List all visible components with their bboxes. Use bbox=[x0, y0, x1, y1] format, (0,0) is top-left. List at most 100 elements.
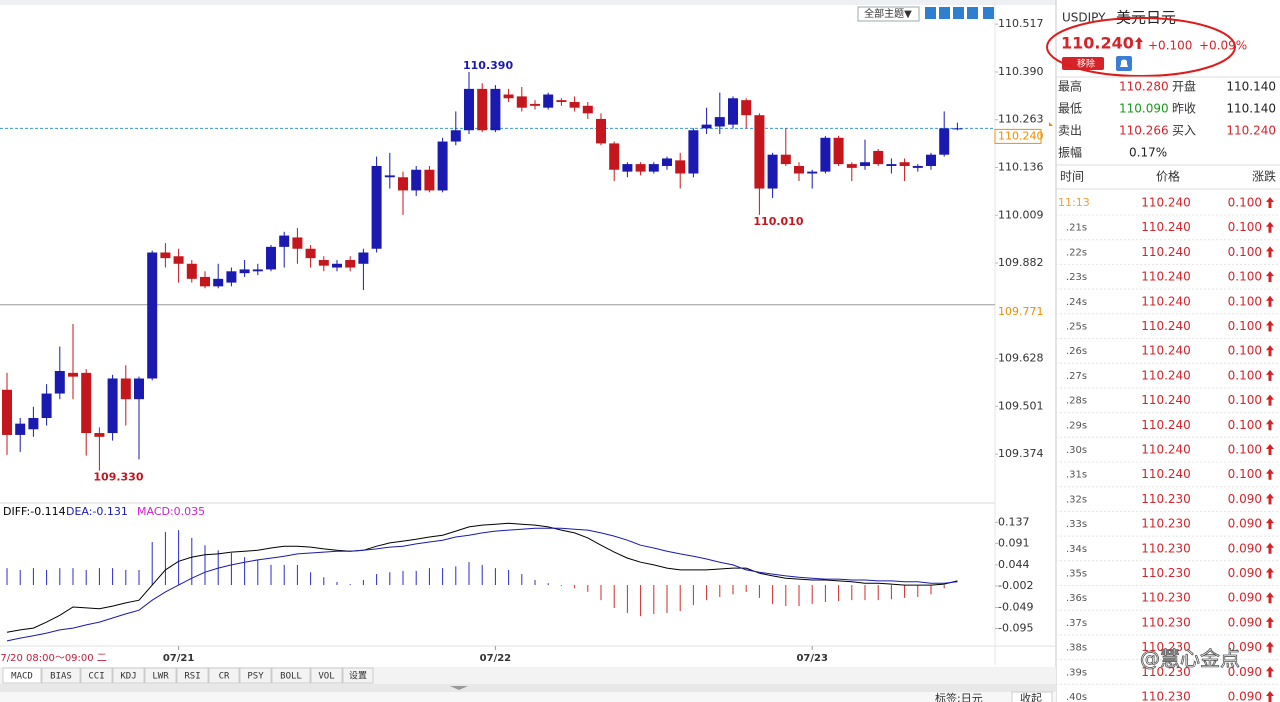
tick-change: 0.090 bbox=[1228, 615, 1262, 629]
tick-price: 110.230 bbox=[1141, 591, 1191, 605]
tick-change: 0.100 bbox=[1228, 443, 1262, 457]
tick-price: 110.240 bbox=[1141, 344, 1191, 358]
indicator-tab[interactable] bbox=[112, 667, 145, 684]
candle-body bbox=[926, 154, 936, 166]
toolbar-icons bbox=[925, 7, 994, 19]
footer-tag[interactable]: 标签:日元 bbox=[935, 691, 983, 702]
indicator-tab-label[interactable]: MACD bbox=[11, 672, 33, 682]
candle-body bbox=[635, 164, 646, 172]
y-tick-label: 110.517 bbox=[998, 17, 1044, 30]
indicator-tab[interactable] bbox=[41, 667, 81, 684]
candle-body bbox=[226, 271, 237, 283]
tick-price: 110.240 bbox=[1141, 368, 1191, 382]
tick-time: .28s bbox=[1066, 396, 1087, 407]
candle-body bbox=[134, 378, 144, 400]
theme-button[interactable] bbox=[857, 6, 920, 22]
theme-button-label[interactable]: 全部主题▼ bbox=[864, 7, 912, 20]
collapse-label[interactable]: 收起 bbox=[1020, 691, 1042, 702]
up-arrow bbox=[1266, 444, 1274, 455]
candle-body bbox=[68, 372, 78, 377]
icon[interactable] bbox=[983, 7, 994, 19]
scroll-arrow[interactable] bbox=[450, 686, 468, 690]
indicator-tab[interactable] bbox=[208, 667, 240, 684]
change: +0.100 bbox=[1148, 39, 1192, 53]
tick-price: 110.240 bbox=[1141, 270, 1191, 284]
stat-value: 110.090 bbox=[1119, 102, 1169, 116]
indicator-tab[interactable] bbox=[144, 667, 177, 684]
candle-body bbox=[767, 154, 778, 189]
indicator-tab[interactable] bbox=[2, 667, 42, 684]
tick-change: 0.090 bbox=[1228, 591, 1262, 605]
tick-time: .25s bbox=[1066, 322, 1087, 333]
indicator-tab-label[interactable]: CR bbox=[219, 672, 230, 682]
tick-time: .32s bbox=[1066, 494, 1087, 505]
indicator-tab-label[interactable]: BIAS bbox=[50, 672, 72, 682]
candle-body bbox=[582, 105, 593, 114]
candle-body bbox=[912, 165, 923, 168]
up-arrow bbox=[1266, 468, 1274, 480]
up-arrow bbox=[1266, 666, 1274, 678]
tick-time: .31s bbox=[1066, 470, 1087, 481]
indicator-tab[interactable] bbox=[80, 667, 113, 684]
candle-body bbox=[807, 171, 818, 174]
tick-time: .34s bbox=[1066, 544, 1087, 555]
up-arrow bbox=[1266, 641, 1274, 653]
tick-price: 110.230 bbox=[1141, 517, 1191, 531]
indicator-tab-label[interactable]: LWR bbox=[152, 672, 169, 682]
y-tick-label: 109.374 bbox=[998, 447, 1044, 460]
indicator-tab-label[interactable]: VOL bbox=[318, 672, 334, 682]
icon[interactable] bbox=[939, 7, 950, 19]
candle-body bbox=[952, 128, 963, 130]
y-tick-label: 0.044 bbox=[998, 558, 1030, 571]
up-arrow bbox=[1266, 320, 1274, 332]
tick-change: 0.100 bbox=[1228, 418, 1262, 432]
candle-body bbox=[490, 88, 501, 131]
indicator-tab[interactable] bbox=[271, 667, 311, 684]
candle-body bbox=[569, 102, 580, 108]
candle-body bbox=[846, 164, 857, 168]
indicator-tab-label[interactable]: 设置 bbox=[349, 671, 367, 682]
indicator-tab[interactable] bbox=[176, 667, 209, 684]
up-arrow bbox=[1266, 419, 1274, 431]
y-tick-label: 110.263 bbox=[998, 113, 1044, 126]
indicator-tab-label[interactable]: RSI bbox=[184, 672, 200, 682]
indicator-tab-label[interactable]: KDJ bbox=[120, 672, 136, 682]
indicator-tab[interactable] bbox=[239, 667, 272, 684]
stat-value: 110.140 bbox=[1226, 80, 1276, 94]
candle-body bbox=[213, 278, 224, 287]
tick-change: 0.100 bbox=[1228, 393, 1262, 407]
up-arrow bbox=[1135, 37, 1143, 49]
y-tick-label: 109.501 bbox=[998, 399, 1044, 412]
tick-price: 110.230 bbox=[1141, 640, 1191, 654]
tick-time: .36s bbox=[1066, 593, 1087, 604]
candle-body bbox=[186, 263, 197, 279]
icon[interactable] bbox=[953, 7, 964, 19]
tick-change: 0.100 bbox=[1228, 294, 1262, 308]
scroll-bar bbox=[0, 684, 1056, 692]
candle-body bbox=[860, 162, 870, 166]
price-marker bbox=[1049, 122, 1053, 126]
indicator-tab[interactable] bbox=[342, 667, 374, 684]
indicator-tab-label[interactable]: PSY bbox=[247, 672, 264, 682]
candle-body bbox=[596, 118, 606, 144]
extreme-label: 110.390 bbox=[463, 59, 513, 72]
remove-label[interactable]: 移除 bbox=[1077, 58, 1095, 70]
candle-body bbox=[648, 164, 659, 172]
collapse-button[interactable] bbox=[1011, 691, 1053, 702]
indicator-value: DIFF:-0.114 bbox=[3, 505, 66, 518]
candle-body bbox=[41, 393, 52, 418]
y-tick-label: 110.136 bbox=[998, 160, 1044, 173]
hover-label: 07/20 08:00～09:00 二 bbox=[0, 653, 107, 664]
tick-change: 0.100 bbox=[1228, 245, 1262, 259]
candle-body bbox=[675, 160, 686, 174]
icon[interactable] bbox=[925, 7, 936, 19]
icon[interactable] bbox=[967, 7, 978, 19]
indicator-tab-label[interactable]: CCI bbox=[88, 672, 104, 682]
tick-change: 0.090 bbox=[1228, 640, 1262, 654]
y-tick-label: 109.628 bbox=[998, 352, 1044, 365]
indicator-tab-label[interactable]: BOLL bbox=[280, 672, 302, 682]
candle-body bbox=[714, 117, 725, 127]
tick-change: 0.090 bbox=[1228, 492, 1262, 506]
tick-time: .21s bbox=[1066, 223, 1087, 234]
indicator-tab[interactable] bbox=[310, 667, 343, 684]
